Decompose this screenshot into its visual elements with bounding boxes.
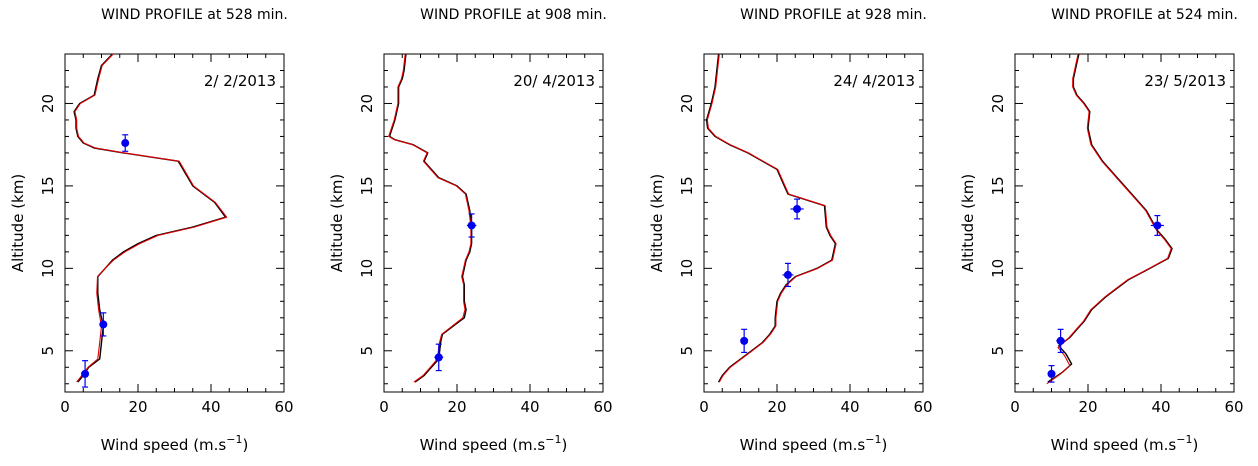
x-axis-label: Wind speed (m.s−1) — [420, 433, 568, 454]
x-axis-label-close: ) — [1192, 436, 1198, 454]
x-tick-label: 40 — [201, 398, 220, 416]
observation-point — [793, 204, 802, 213]
date-label: 24/ 4/2013 — [833, 72, 915, 90]
x-tick-label: 60 — [274, 398, 293, 416]
y-tick-label: 5 — [358, 346, 376, 356]
profile-red-line — [388, 53, 472, 383]
y-tick-label: 20 — [358, 94, 376, 113]
observation-point — [434, 353, 443, 362]
x-axis-label-exponent: −1 — [226, 433, 242, 446]
x-tick-label: 60 — [913, 398, 932, 416]
x-tick-label: 0 — [60, 398, 70, 416]
wind-profile-panel-1: WIND PROFILE at 528 min. 0 20 40 60 5 10 15 20 Al… — [9, 7, 294, 454]
y-tick-label: 15 — [358, 176, 376, 195]
date-label: 20/ 4/2013 — [513, 72, 595, 90]
y-tick-label: 10 — [39, 259, 57, 278]
wind-profile-panel-3: WIND PROFILE at 928 min. 0 20 40 60 5 10 15 20 Al… — [648, 7, 933, 454]
profile-red-line — [706, 53, 837, 383]
observation-point — [1047, 369, 1056, 378]
x-axis-label: Wind speed (m.s−1) — [101, 433, 249, 454]
y-axis-label: Altitude (km) — [9, 174, 27, 272]
chart-title: WIND PROFILE at 928 min. — [740, 7, 927, 23]
chart-title: WIND PROFILE at 528 min. — [101, 7, 288, 23]
x-axis-label-main: Wind speed (m.s — [101, 436, 227, 454]
plot-frame — [64, 53, 285, 393]
profile-black-line — [388, 53, 473, 383]
y-tick-label: 15 — [678, 176, 696, 195]
x-tick-label: 20 — [767, 398, 786, 416]
x-axis-label-main: Wind speed (m.s — [740, 436, 866, 454]
wind-profile-panel-2: WIND PROFILE at 908 min. 0 20 40 60 5 10 15 20 Al… — [328, 7, 613, 454]
y-tick-label: 10 — [678, 259, 696, 278]
x-tick-label: 40 — [840, 398, 859, 416]
observation-point — [121, 139, 130, 148]
y-axis-label: Altitude (km) — [648, 174, 666, 272]
x-axis-label: Wind speed (m.s−1) — [1051, 433, 1199, 454]
y-tick-label: 15 — [39, 176, 57, 195]
observation-point — [783, 270, 792, 279]
wind-profile-panel-4: WIND PROFILE at 524 min. 0 20 40 60 5 10 15 20 Al… — [959, 7, 1244, 454]
plot-frame — [1014, 53, 1235, 393]
x-tick-label: 20 — [128, 398, 147, 416]
observation-point — [81, 369, 90, 378]
x-tick-label: 60 — [1224, 398, 1243, 416]
chart-title: WIND PROFILE at 908 min. — [420, 7, 607, 23]
x-axis-label-close: ) — [881, 436, 887, 454]
y-tick-label: 20 — [39, 94, 57, 113]
observation-point — [467, 221, 476, 230]
x-tick-label: 0 — [379, 398, 389, 416]
y-axis-label: Altitude (km) — [328, 174, 346, 272]
y-tick-label: 5 — [989, 346, 1007, 356]
profile-red-line — [74, 53, 228, 383]
y-axis-label: Altitude (km) — [959, 174, 977, 272]
x-axis-label-exponent: −1 — [545, 433, 561, 446]
chart-title: WIND PROFILE at 524 min. — [1051, 7, 1238, 23]
y-tick-label: 15 — [989, 176, 1007, 195]
x-tick-label: 40 — [520, 398, 539, 416]
x-axis-label-exponent: −1 — [1176, 433, 1192, 446]
y-tick-label: 20 — [678, 94, 696, 113]
y-tick-label: 5 — [39, 346, 57, 356]
profile-red-line — [1046, 53, 1172, 385]
x-tick-label: 20 — [447, 398, 466, 416]
plot-frame — [383, 53, 604, 393]
y-tick-label: 10 — [358, 259, 376, 278]
profile-black-line — [73, 53, 227, 383]
plot-frame — [703, 53, 924, 393]
observation-point — [99, 320, 108, 329]
x-tick-label: 20 — [1078, 398, 1097, 416]
y-tick-label: 10 — [989, 259, 1007, 278]
profile-black-line — [1047, 53, 1173, 383]
y-tick-label: 5 — [678, 346, 696, 356]
x-axis-label-close: ) — [561, 436, 567, 454]
x-axis-label: Wind speed (m.s−1) — [740, 433, 888, 454]
x-axis-label-close: ) — [242, 436, 248, 454]
observation-point — [1056, 336, 1065, 345]
x-axis-label-main: Wind speed (m.s — [1051, 436, 1177, 454]
x-tick-label: 40 — [1151, 398, 1170, 416]
observation-point — [1153, 221, 1162, 230]
date-label: 2/ 2/2013 — [204, 72, 276, 90]
x-axis-label-exponent: −1 — [865, 433, 881, 446]
x-axis-label-main: Wind speed (m.s — [420, 436, 546, 454]
y-tick-label: 20 — [989, 94, 1007, 113]
observation-point — [740, 336, 749, 345]
date-label: 23/ 5/2013 — [1144, 72, 1226, 90]
x-tick-label: 0 — [1010, 398, 1020, 416]
x-tick-label: 0 — [699, 398, 709, 416]
x-tick-label: 60 — [593, 398, 612, 416]
